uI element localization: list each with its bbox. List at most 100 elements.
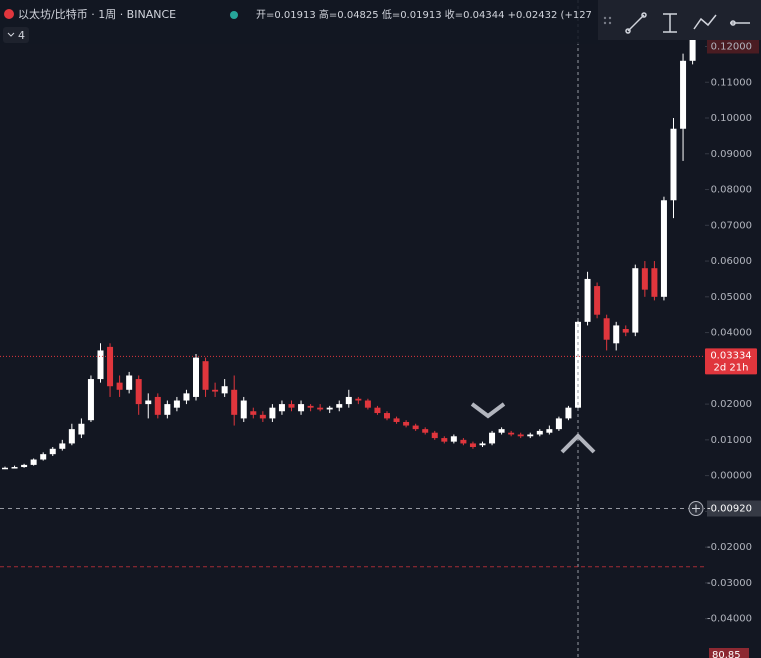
countdown: 2d 21h (714, 362, 749, 373)
candle-body (384, 413, 390, 419)
candle-body (183, 393, 190, 401)
candle-body (641, 268, 648, 290)
y-tick-label: 0.06000 (711, 256, 752, 267)
candle-body (317, 407, 324, 410)
candle-body (307, 405, 314, 408)
candle-body (422, 429, 429, 433)
sell-marker (470, 402, 506, 419)
candle-body (298, 404, 305, 412)
candle-body (154, 396, 161, 415)
bottom-label: 80.85 (712, 650, 741, 658)
candle-body (269, 407, 276, 419)
y-tick-label: 0.04000 (711, 328, 752, 339)
candle-body (403, 421, 410, 426)
candle-body (660, 200, 667, 297)
candle-body (21, 464, 28, 468)
candle-body (374, 407, 381, 414)
indicator-toggle[interactable] (3, 27, 29, 43)
candle-body (575, 321, 581, 408)
candle-body (345, 396, 352, 405)
candle-body (49, 448, 56, 455)
horizontal-line-tool[interactable] (730, 20, 750, 26)
candle-body (59, 443, 66, 449)
toolbar (598, 0, 761, 40)
y-tick-label: 0.10000 (711, 113, 752, 124)
candle-body (107, 346, 114, 387)
candle-body (259, 414, 266, 419)
candle-body (527, 434, 534, 437)
trend-line-tool[interactable] (625, 12, 647, 34)
tick-highlight (707, 39, 759, 54)
y-tick-label: -0.04000 (707, 614, 752, 625)
candle-body (364, 400, 371, 408)
y-tick-label: -0.02000 (707, 542, 752, 553)
indicator-count: 4 (18, 29, 25, 42)
price-axis (705, 0, 761, 658)
crosshair-label: -0.00920 (707, 504, 752, 515)
candle-body (278, 404, 285, 412)
candle-body (193, 357, 199, 397)
y-tick-label: 0.11000 (711, 77, 752, 88)
candle-body (336, 404, 343, 408)
ohlc: 开=0.01913 高=0.04825 低=0.01913 收=0.04344 … (256, 8, 592, 21)
y-tick-label: 0.00000 (711, 471, 752, 482)
candle-body (97, 350, 104, 380)
y-tick-label: 0.02000 (711, 399, 752, 410)
candle-body (632, 268, 639, 333)
candle-body (651, 268, 658, 297)
candle-body (78, 423, 85, 435)
candle-body (221, 386, 228, 394)
candle-body (431, 432, 438, 439)
candle-body (555, 418, 562, 430)
candle-body (164, 404, 171, 415)
candle-body (517, 434, 524, 437)
candle-body (412, 425, 419, 430)
candle-body (87, 379, 94, 421)
candle-body (508, 432, 515, 435)
candle-body (450, 436, 457, 442)
candle-body (622, 329, 629, 333)
candle-body (603, 318, 610, 340)
candle-body (393, 418, 400, 422)
candle-body (613, 325, 620, 344)
candle-body (594, 286, 601, 315)
buy-marker (560, 433, 596, 454)
candle-body (240, 400, 247, 419)
candle-body (11, 467, 18, 469)
price-label: 0.03334 (710, 350, 751, 361)
candle-body (680, 60, 687, 129)
candle-body (250, 411, 257, 415)
candle-body (30, 459, 37, 465)
bottom-badge (709, 648, 749, 658)
candle-body (546, 429, 553, 433)
text-tool[interactable] (663, 13, 677, 33)
candle-body (536, 430, 543, 435)
y-tick-label: 0.08000 (711, 185, 752, 196)
crosshair-badge (707, 500, 761, 517)
candle-body (460, 439, 467, 444)
candle-body (584, 278, 591, 322)
y-tick-label: -0.03000 (707, 578, 752, 589)
y-tick-label: 0.12000 (711, 41, 752, 52)
candle-body (212, 389, 219, 392)
candle-body (40, 454, 47, 460)
candle-body (670, 128, 677, 201)
candle-body (116, 382, 123, 390)
candle-body (288, 404, 295, 408)
y-tick-label: 0.01000 (711, 435, 752, 446)
candle-body (326, 407, 333, 410)
candle-body (135, 379, 142, 405)
path-tool[interactable] (693, 14, 717, 30)
candle-body (145, 400, 152, 405)
candle-body (469, 443, 476, 448)
price-badge (705, 348, 757, 375)
candle-body (498, 429, 505, 433)
symbol-icon (4, 9, 14, 19)
candle-body (202, 361, 209, 390)
candle-body (441, 438, 448, 442)
candle-body (126, 375, 133, 390)
y-tick-label: 0.09000 (711, 149, 752, 160)
